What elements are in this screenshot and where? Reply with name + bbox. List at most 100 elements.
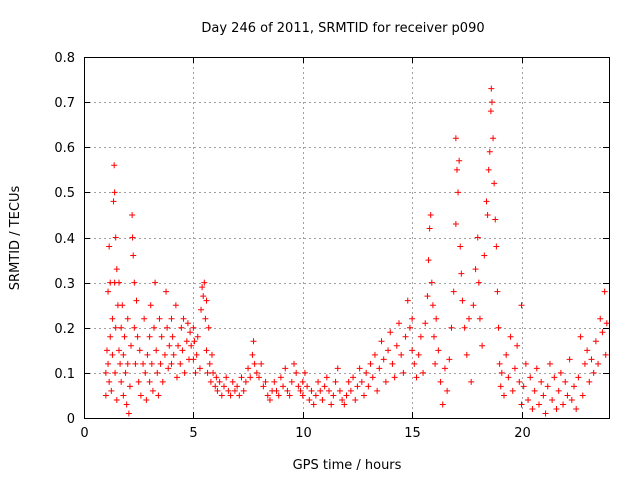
data-point (363, 369, 370, 376)
x-axis-label: GPS time / hours (293, 458, 402, 473)
data-point (179, 347, 186, 354)
data-point (380, 356, 387, 363)
data-point (319, 396, 326, 403)
data-point (592, 338, 599, 345)
data-point (518, 302, 525, 309)
data-point (326, 387, 332, 394)
data-point (542, 410, 549, 417)
data-point (175, 342, 182, 349)
data-point (205, 324, 212, 331)
data-point (516, 378, 523, 385)
data-point (493, 243, 500, 250)
data-point (491, 180, 498, 187)
data-point (156, 315, 163, 322)
data-point (446, 356, 453, 363)
data-point (204, 369, 211, 376)
data-point (481, 252, 488, 259)
data-point (367, 360, 374, 367)
data-point (425, 257, 432, 264)
data-point (511, 365, 518, 372)
data-point (332, 378, 339, 385)
data-point (187, 329, 194, 336)
data-point (301, 369, 308, 376)
data-point (299, 378, 306, 385)
data-point (116, 279, 122, 286)
data-point (452, 220, 459, 227)
data-point (595, 360, 602, 367)
axis-ticks: 0 0.1 0.2 0.3 0.4 0.5 0.6 0.7 0.8 0 5 10 15 20 (54, 51, 609, 441)
data-point (216, 378, 223, 385)
data-point (102, 392, 109, 399)
data-point (361, 392, 367, 399)
data-point (551, 374, 558, 381)
data-point (131, 279, 138, 286)
data-point (225, 387, 232, 394)
data-point (142, 369, 149, 376)
data-point (472, 266, 479, 273)
data-point (103, 347, 110, 354)
data-point (152, 279, 159, 286)
y-tick-label: 0.7 (54, 96, 75, 111)
data-point (529, 405, 536, 412)
data-point (112, 324, 119, 331)
data-point (374, 387, 381, 394)
data-point (180, 315, 187, 322)
y-tick-label: 0.2 (54, 322, 75, 337)
data-point (549, 396, 556, 403)
x-tick-label: 20 (514, 426, 531, 441)
data-point (164, 324, 171, 331)
data-point (562, 378, 569, 385)
data-point (210, 369, 217, 376)
data-point (148, 360, 155, 367)
data-point (396, 320, 402, 327)
data-point (258, 360, 265, 367)
data-point (102, 369, 109, 376)
data-point (218, 392, 225, 399)
data-point (245, 365, 252, 372)
y-tick-label: 0.5 (54, 186, 75, 201)
data-point (123, 401, 130, 408)
data-point (106, 378, 113, 385)
data-point (184, 320, 191, 327)
data-point (146, 333, 153, 340)
data-point (212, 383, 219, 390)
data-point (461, 324, 468, 331)
data-point (119, 302, 126, 309)
data-point (109, 315, 116, 322)
chart-title: Day 246 of 2011, SRMTID for receiver p09… (201, 21, 484, 36)
data-point (597, 315, 604, 322)
data-point (463, 351, 470, 358)
data-point (520, 383, 527, 390)
data-point (124, 315, 131, 322)
data-point (122, 369, 129, 376)
data-point (134, 333, 141, 340)
data-point (260, 383, 267, 390)
data-point (441, 365, 448, 372)
data-point (200, 293, 207, 300)
data-point (409, 315, 416, 322)
data-point (297, 387, 304, 394)
data-point (120, 392, 127, 399)
data-point (533, 365, 540, 372)
data-point (503, 351, 510, 358)
data-point (295, 383, 302, 390)
data-point (323, 374, 330, 381)
data-point (476, 315, 483, 322)
data-point (117, 360, 124, 367)
data-point (431, 333, 437, 340)
data-point (540, 392, 547, 399)
data-point (112, 369, 119, 376)
data-point (202, 315, 209, 322)
data-point (131, 324, 138, 331)
data-point (518, 401, 525, 408)
data-point (378, 338, 385, 345)
data-point (129, 211, 136, 218)
data-point (427, 211, 434, 218)
data-point (208, 351, 215, 358)
data-point (113, 396, 120, 403)
data-point (126, 383, 133, 390)
data-point (165, 365, 172, 372)
data-point (490, 135, 497, 142)
data-point (417, 333, 424, 340)
data-point (105, 288, 112, 295)
